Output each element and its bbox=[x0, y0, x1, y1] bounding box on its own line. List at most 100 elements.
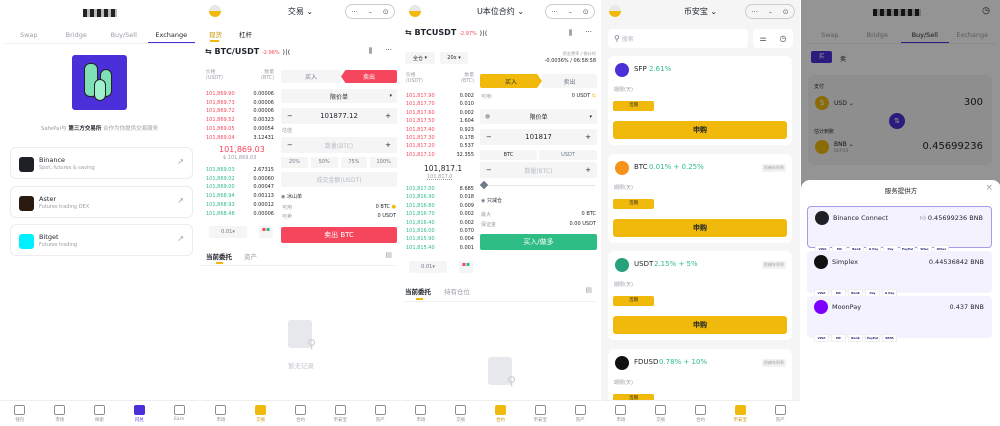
exchange-card-bitget[interactable]: Bitget Futures trading ↗ bbox=[10, 224, 193, 256]
depth-select[interactable]: 0.01 ▾ bbox=[409, 261, 447, 273]
nav-item-4[interactable]: 资产 bbox=[360, 401, 400, 426]
close-icon[interactable]: ⊙ bbox=[382, 7, 389, 16]
bid-row[interactable]: 101,869.03 2.67315 bbox=[206, 167, 274, 173]
close-icon[interactable]: ⊙ bbox=[782, 7, 789, 16]
minus-icon[interactable]: − bbox=[486, 166, 492, 174]
tab-buy-sell[interactable]: Buy/Sell bbox=[901, 28, 949, 43]
minus-icon[interactable]: − bbox=[287, 112, 293, 120]
minimize-icon[interactable]: – bbox=[768, 7, 773, 16]
price-stepper[interactable]: − 101817 + bbox=[480, 129, 597, 145]
pay-amount-input[interactable]: 300 bbox=[963, 97, 983, 108]
more-icon[interactable]: ··· bbox=[551, 7, 558, 16]
nav-item-1[interactable]: 市场 bbox=[40, 401, 80, 426]
subscribe-button[interactable]: 申购 bbox=[613, 218, 787, 237]
orderbook-layout-icon[interactable]: ▪▪ bbox=[459, 261, 473, 273]
depth-select[interactable]: 0.01 ▾ bbox=[209, 226, 247, 238]
close-icon[interactable]: ⊙ bbox=[582, 7, 589, 16]
price-stepper[interactable]: − 101877.12 + bbox=[281, 108, 397, 124]
ask-row[interactable]: 101,869.52 0.00323 bbox=[206, 117, 274, 123]
plus-icon[interactable]: + bbox=[385, 112, 391, 120]
tab-bridge[interactable]: Bridge bbox=[65, 31, 87, 39]
ask-row[interactable]: 101,869.73 0.00006 bbox=[206, 100, 274, 106]
bid-row[interactable]: 101,868.48 0.00006 bbox=[206, 211, 274, 217]
buy-tab[interactable]: 买入 bbox=[480, 74, 542, 88]
receive-currency-select[interactable]: BNB ⌄ bbox=[834, 141, 854, 148]
plus-icon[interactable]: + bbox=[585, 133, 591, 141]
nav-item-4[interactable]: 资产 bbox=[760, 401, 800, 426]
ask-row[interactable]: 101,869.05 0.00054 bbox=[206, 126, 274, 132]
tab-swap[interactable]: Swap bbox=[19, 31, 38, 39]
tab-positions[interactable]: 持有仓位 bbox=[444, 288, 470, 296]
pair-selector[interactable]: ⇆ BTC/USDT -2.96% ⟩|⟨ bbox=[205, 47, 291, 56]
transfer-icon[interactable]: ⇆ bbox=[591, 93, 596, 99]
order-history-icon[interactable]: ▤ bbox=[585, 286, 592, 294]
order-type-select[interactable]: ● 限价单 ▾ bbox=[480, 109, 597, 124]
plus-icon[interactable]: + bbox=[385, 141, 391, 149]
sell-tab[interactable]: 卖出 bbox=[341, 70, 397, 83]
tab-open-orders[interactable]: 当前委托 bbox=[206, 253, 232, 261]
sell-tab[interactable]: 卖出 bbox=[542, 74, 597, 88]
minus-icon[interactable]: − bbox=[287, 141, 293, 149]
quantity-slider[interactable] bbox=[479, 180, 595, 190]
nav-item-3[interactable]: 币安宝 bbox=[320, 401, 360, 426]
amount-input[interactable]: 成交金额(USDT) bbox=[281, 172, 397, 187]
nav-item-1[interactable]: 交易 bbox=[641, 401, 681, 426]
nav-item-3[interactable]: 币安宝 bbox=[720, 401, 760, 426]
exchange-card-aster[interactable]: Aster Futures trading DEX ↗ bbox=[10, 185, 193, 218]
search-input[interactable]: ⚲ 搜索 bbox=[608, 29, 748, 48]
mark-price[interactable]: 101,817.0 bbox=[427, 174, 453, 180]
binance-avatar-icon[interactable] bbox=[609, 5, 621, 17]
percent-button-75[interactable]: 75% bbox=[340, 157, 368, 168]
nav-item-2[interactable]: 合约 bbox=[681, 401, 721, 426]
bid-row[interactable]: 101,868.93 0.00012 bbox=[206, 202, 274, 208]
external-link-icon[interactable]: ↗ bbox=[177, 195, 184, 205]
provider-simplex[interactable]: Simplex 0.44536842 BNB VISA MC Bank Pay G Pay bbox=[807, 251, 992, 297]
tab-open-orders[interactable]: 当前委托 bbox=[405, 288, 431, 296]
ask-row[interactable]: 101,817.90 0.002 bbox=[406, 93, 474, 99]
close-icon[interactable]: × bbox=[985, 183, 993, 193]
ask-row[interactable]: 101,817.20 0.537 bbox=[406, 143, 474, 149]
bid-row[interactable]: 101,868.94 0.00113 bbox=[206, 193, 274, 199]
bid-row[interactable]: 101,816.00 0.070 bbox=[406, 228, 474, 234]
transfer-icon[interactable]: ● bbox=[391, 204, 396, 210]
pay-currency-select[interactable]: USD ⌄ bbox=[834, 100, 854, 107]
minimize-icon[interactable]: – bbox=[568, 7, 573, 16]
bid-row[interactable]: 101,816.90 0.018 bbox=[406, 194, 474, 200]
ask-row[interactable]: 101,869.72 0.00006 bbox=[206, 108, 274, 114]
nav-item-3[interactable]: 闪兑 bbox=[119, 401, 159, 426]
percent-button-50[interactable]: 50% bbox=[310, 157, 338, 168]
collapse-icon[interactable]: ⟩|⟨ bbox=[282, 49, 291, 56]
nav-item-4[interactable]: Earn bbox=[159, 401, 199, 426]
more-icon[interactable]: ··· bbox=[585, 28, 592, 36]
buy-toggle[interactable]: 买 bbox=[811, 51, 832, 63]
exchange-card-binance[interactable]: Binance Spot, futures & saving ↗ bbox=[10, 147, 193, 179]
order-type-select[interactable]: 限价单 ▾ bbox=[281, 89, 397, 103]
margin-mode-select[interactable]: 全仓 ▾ bbox=[405, 52, 435, 64]
bid-row[interactable]: 101,815.40 0.001 bbox=[406, 245, 474, 251]
bid-row[interactable]: 101,869.00 0.00047 bbox=[206, 184, 274, 190]
collapse-icon[interactable]: ⟩|⟨ bbox=[479, 30, 488, 37]
bid-row[interactable]: 101,869.02 0.00060 bbox=[206, 176, 274, 182]
nav-item-0[interactable]: 市场 bbox=[201, 401, 241, 426]
iceberg-checkbox[interactable]: ◉ 冰山单 bbox=[281, 193, 302, 200]
external-link-icon[interactable]: ↗ bbox=[177, 157, 184, 166]
swap-direction-icon[interactable]: ⇅ bbox=[889, 113, 905, 129]
history-icon[interactable]: ◷ bbox=[982, 6, 990, 16]
binance-avatar-icon[interactable] bbox=[409, 5, 421, 17]
subscribe-button[interactable]: 申购 bbox=[613, 316, 787, 334]
leverage-select[interactable]: 20x ▾ bbox=[440, 52, 468, 64]
ask-row[interactable]: 101,817.10 32.355 bbox=[406, 152, 474, 158]
more-icon[interactable]: ··· bbox=[351, 7, 358, 16]
bid-row[interactable]: 101,816.80 0.009 bbox=[406, 203, 474, 209]
bid-row[interactable]: 101,816.40 0.002 bbox=[406, 220, 474, 226]
tab-exchange[interactable]: Exchange bbox=[956, 31, 989, 39]
unit-btc-toggle[interactable]: BTC bbox=[480, 150, 537, 160]
tab-exchange[interactable]: Exchange bbox=[147, 28, 195, 43]
candlestick-chart-icon[interactable]: ⫼ bbox=[568, 29, 572, 37]
nav-item-1[interactable]: 交易 bbox=[441, 401, 481, 426]
slider-handle[interactable] bbox=[479, 180, 489, 190]
sell-btc-button[interactable]: 卖出 BTC bbox=[281, 227, 397, 243]
tab-bridge[interactable]: Bridge bbox=[866, 31, 888, 39]
tab-assets[interactable]: 资产 bbox=[244, 253, 257, 261]
subscribe-button[interactable]: 申购 bbox=[613, 121, 787, 139]
